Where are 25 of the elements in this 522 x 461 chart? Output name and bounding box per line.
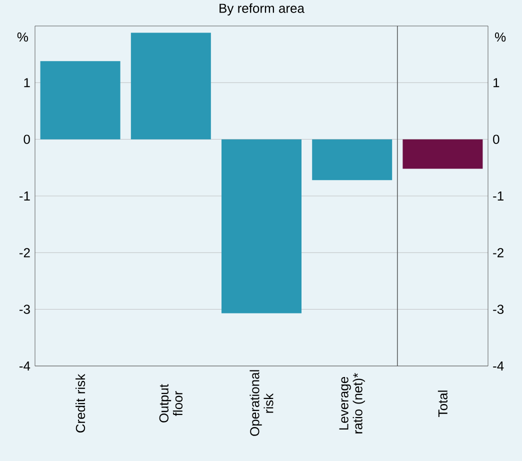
y-tick-label: -1	[19, 192, 30, 200]
y2-tick-label: -1	[493, 192, 504, 200]
y-tick-label: 0	[24, 134, 30, 144]
x-tick-label: Total	[438, 390, 448, 417]
y2-tick-label: -4	[493, 362, 504, 370]
x-tick-label: Leverage ratio (net)*	[339, 373, 365, 434]
y-tick-label: -2	[19, 248, 30, 258]
y2-axis-title: %	[495, 32, 506, 42]
y-tick-label: 1	[24, 78, 30, 88]
x-tick-label: Credit risk	[76, 374, 86, 432]
x-tick-label: Operational risk	[250, 370, 274, 436]
bar	[312, 139, 392, 180]
y-tick-label: -4	[19, 362, 30, 370]
y2-tick-label: -3	[493, 304, 504, 314]
chart-title: By reform area	[220, 3, 304, 16]
x-tick-label: Output floor	[159, 384, 183, 422]
bar	[402, 139, 483, 169]
y2-tick-label: 1	[494, 78, 500, 88]
y-axis-title: %	[17, 32, 28, 42]
y2-tick-label: -2	[493, 248, 504, 258]
y2-tick-label: 0	[493, 134, 500, 144]
bar	[40, 61, 120, 140]
bar	[222, 139, 302, 314]
bar	[130, 32, 211, 140]
y-tick-label: -3	[19, 304, 30, 314]
